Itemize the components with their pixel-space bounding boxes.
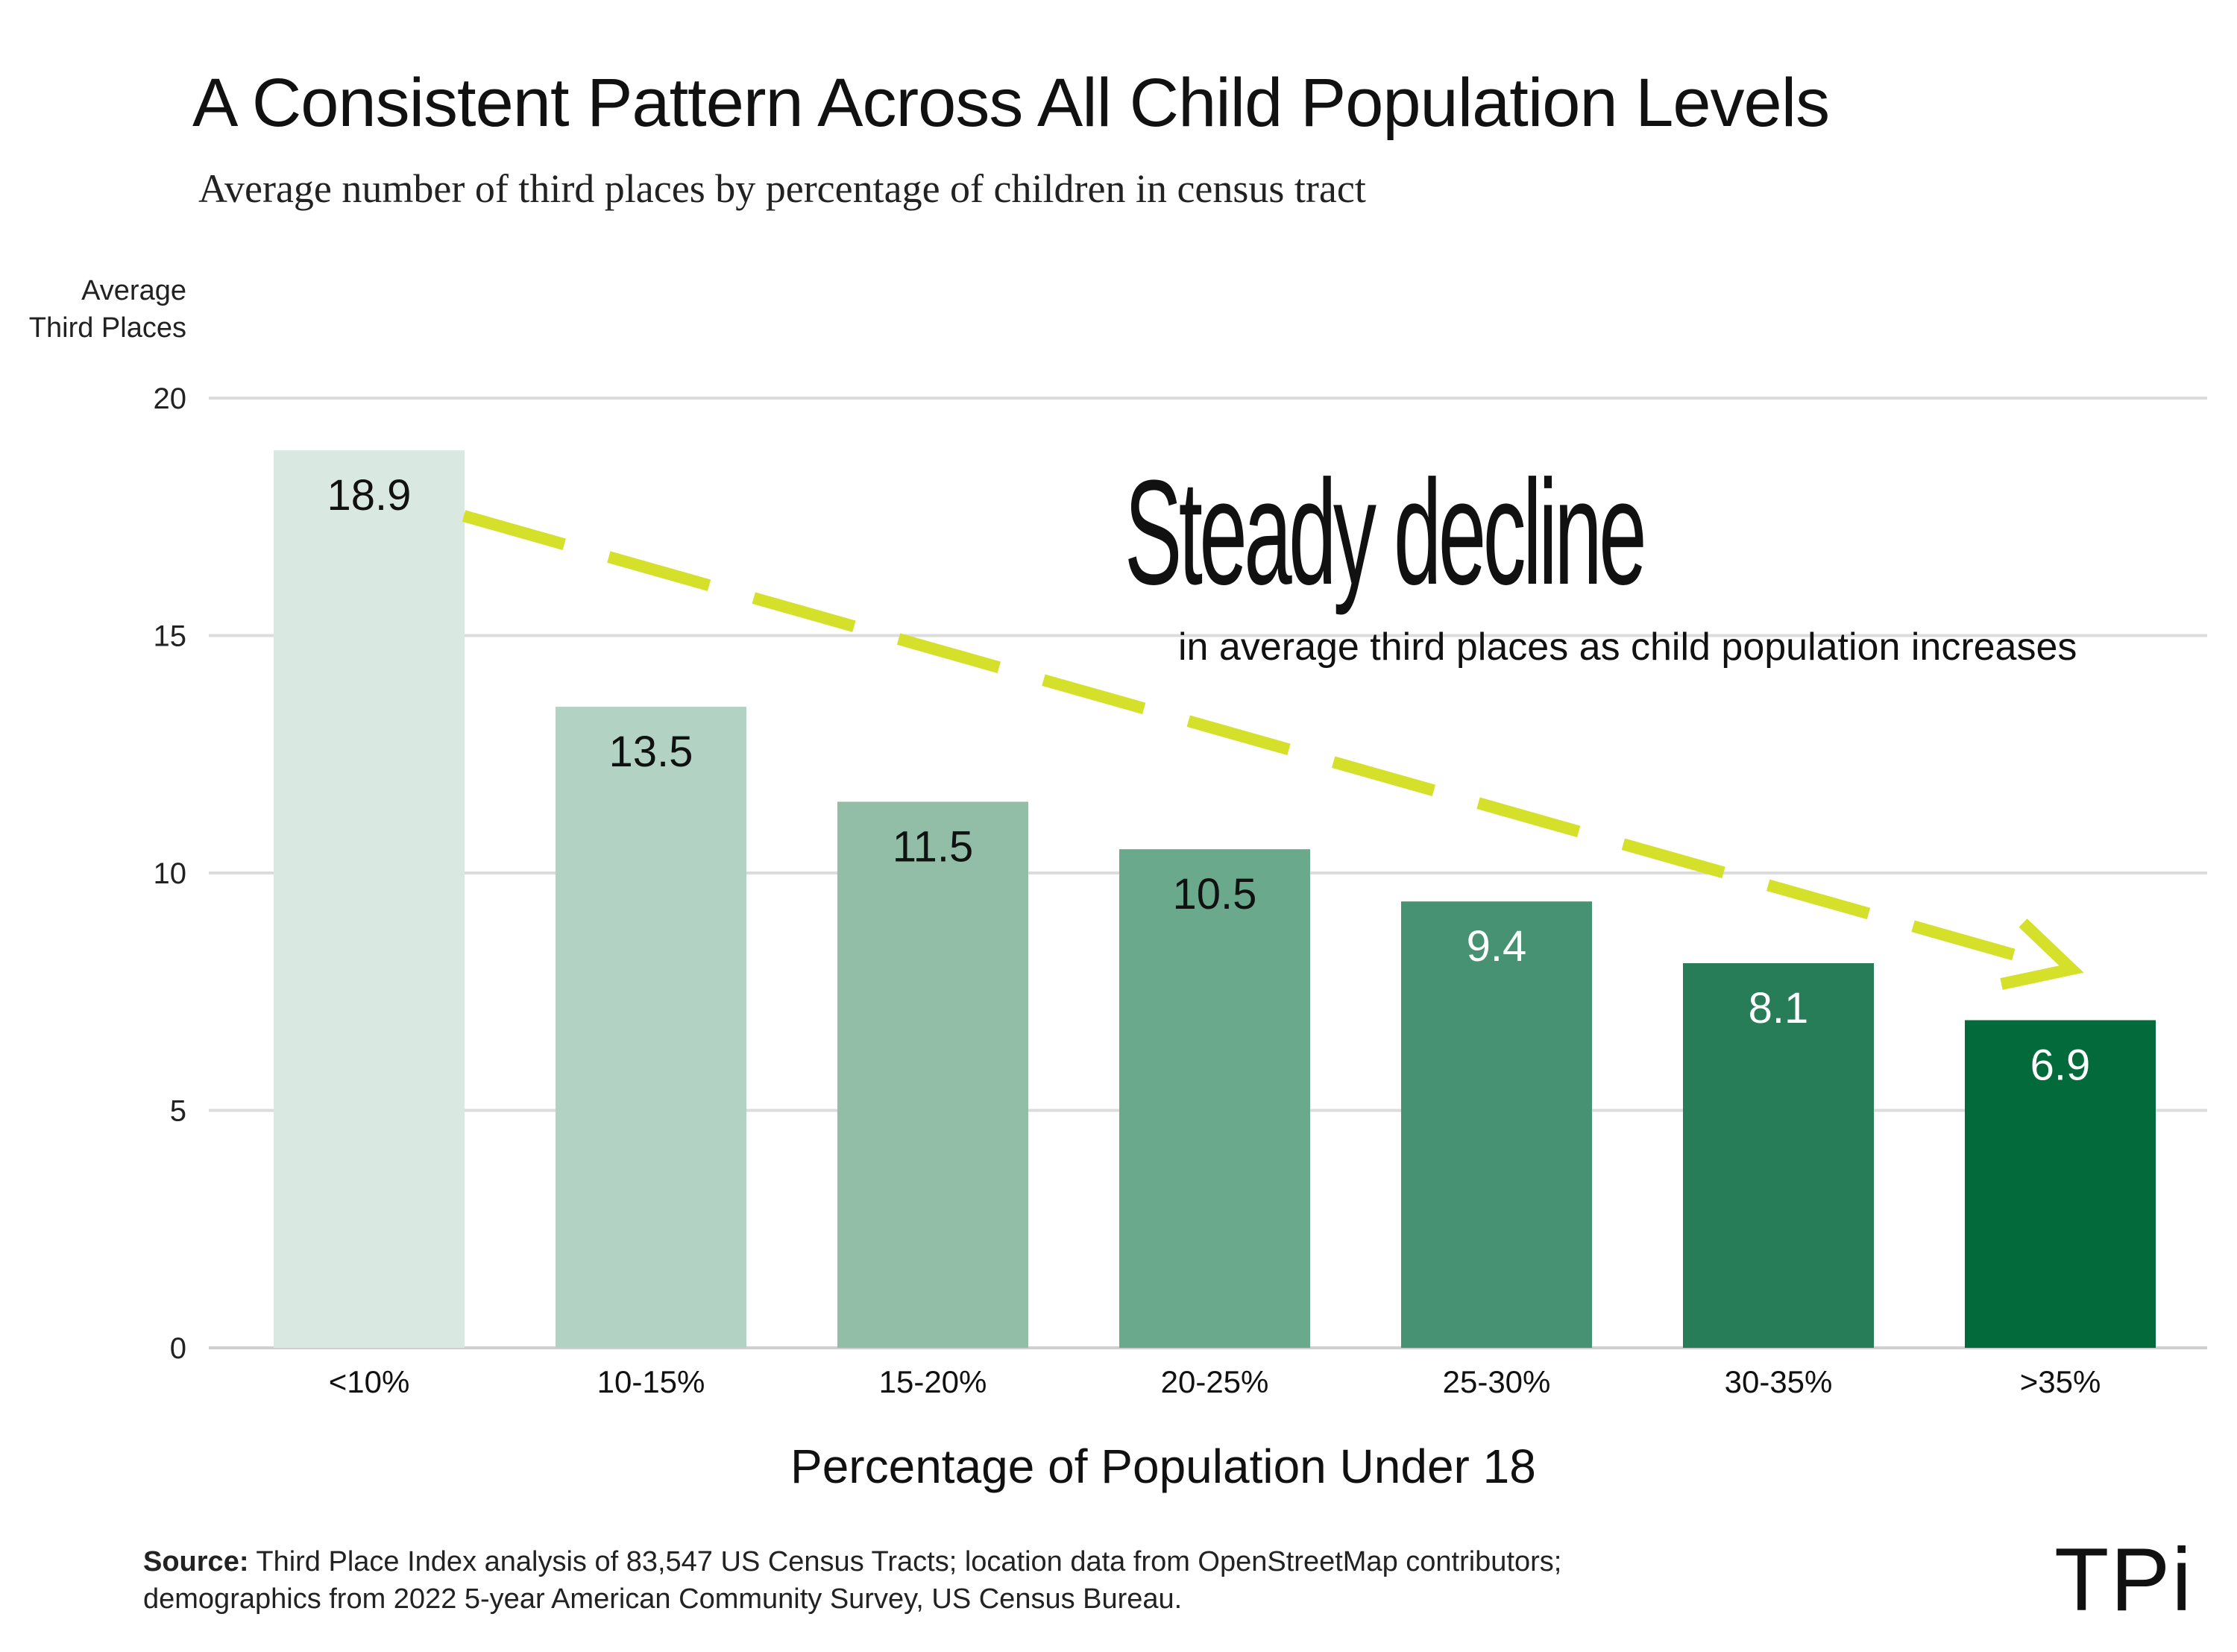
chart-title: A Consistent Pattern Across All Child Po… xyxy=(192,65,1830,141)
bar xyxy=(1401,901,1592,1348)
bar xyxy=(1119,849,1310,1348)
value-label: 6.9 xyxy=(2030,1041,2091,1089)
x-tick-label: 15-20% xyxy=(879,1364,987,1399)
value-label: 13.5 xyxy=(609,728,693,776)
bar xyxy=(1965,1020,2156,1348)
trend-arrow-shaft xyxy=(462,510,2057,972)
y-tick-label: 0 xyxy=(170,1332,186,1365)
x-tick-labels: <10% 10-15% 15-20% 20-25% 25-30% 30-35% >35% xyxy=(329,1364,2101,1399)
source-note: Source: Third Place Index analysis of 83… xyxy=(143,1543,1561,1618)
y-tick-labels: 0 5 10 15 20 xyxy=(154,382,187,1365)
y-axis-label: Average Third Places xyxy=(29,272,186,347)
x-tick-label: >35% xyxy=(2020,1364,2101,1399)
tpi-logo: TPi xyxy=(2054,1530,2193,1630)
value-label: 18.9 xyxy=(327,471,412,520)
y-tick-label: 15 xyxy=(154,620,187,653)
value-label: 8.1 xyxy=(1749,984,1809,1032)
x-tick-label: 20-25% xyxy=(1161,1364,1269,1399)
y-axis-label-line1: Average xyxy=(81,275,186,306)
y-tick-label: 20 xyxy=(154,382,187,415)
bars xyxy=(274,450,2156,1348)
bar xyxy=(274,450,465,1348)
bar xyxy=(556,707,746,1348)
source-text-1: Third Place Index analysis of 83,547 US … xyxy=(256,1546,1562,1577)
value-labels: 18.9 13.5 11.5 10.5 9.4 8.1 6.9 xyxy=(327,471,2091,1089)
value-label: 11.5 xyxy=(893,822,974,871)
y-axis-label-line2: Third Places xyxy=(28,312,186,344)
bar xyxy=(837,801,1028,1348)
annotation-detail: in average third places as child populat… xyxy=(1178,625,2077,669)
bar xyxy=(1683,963,1874,1348)
value-label: 9.4 xyxy=(1467,922,1527,971)
x-tick-label: 10-15% xyxy=(597,1364,705,1399)
source-line-1: Source: Third Place Index analysis of 83… xyxy=(143,1543,1561,1580)
x-tick-label: 30-35% xyxy=(1725,1364,1833,1399)
source-label: Source: xyxy=(143,1546,249,1577)
y-tick-label: 5 xyxy=(170,1095,186,1128)
x-tick-label: <10% xyxy=(329,1364,410,1399)
y-tick-label: 10 xyxy=(154,857,187,890)
trend-arrow-head xyxy=(2000,918,2084,990)
source-text-2: demographics from 2022 5-year American C… xyxy=(143,1583,1183,1615)
x-axis-label: Percentage of Population Under 18 xyxy=(790,1440,1536,1493)
chart-subtitle: Average number of third places by percen… xyxy=(198,166,1366,211)
annotation-headline: Steady decline xyxy=(1124,450,1647,616)
trend-arrow xyxy=(462,510,2084,990)
value-label: 10.5 xyxy=(1173,870,1257,918)
x-tick-label: 25-30% xyxy=(1443,1364,1551,1399)
